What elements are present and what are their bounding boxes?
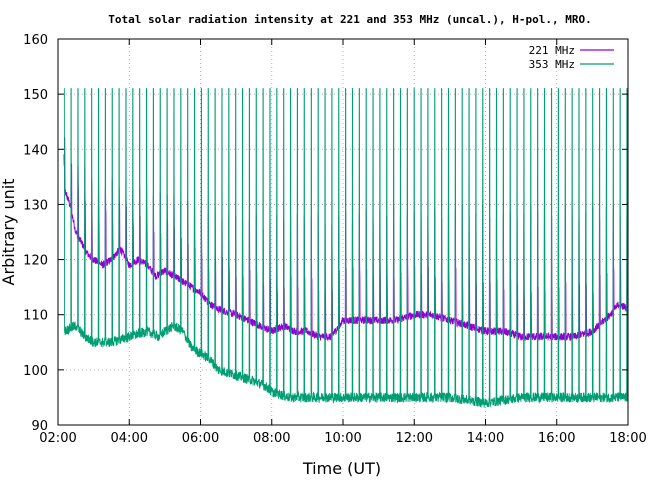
y-tick-label: 130 xyxy=(23,198,48,213)
x-tick-label: 04:00 xyxy=(111,431,148,446)
y-tick-label: 90 xyxy=(31,419,48,434)
y-axis-label: Arbitrary unit xyxy=(0,179,18,286)
y-tick-label: 160 xyxy=(23,33,48,48)
y-tick-label: 140 xyxy=(23,143,48,158)
x-tick-label: 16:00 xyxy=(538,431,575,446)
legend-label-353: 353 MHz xyxy=(529,58,575,71)
x-tick-label: 18:00 xyxy=(609,431,646,446)
chart-title: Total solar radiation intensity at 221 a… xyxy=(108,13,591,26)
series-line-353-mhz xyxy=(63,88,629,408)
y-tick-label: 110 xyxy=(23,309,48,324)
x-tick-label: 02:00 xyxy=(39,431,76,446)
x-tick-label: 08:00 xyxy=(253,431,290,446)
y-tick-label: 120 xyxy=(23,254,48,269)
x-tick-label: 10:00 xyxy=(324,431,361,446)
legend-label-221: 221 MHz xyxy=(529,44,575,57)
axis-ticks: 02:00 04:00 06:00 08:00 10:00 12:00 14:00 16:00… xyxy=(23,33,647,446)
plot-area xyxy=(63,88,629,408)
x-tick-label: 06:00 xyxy=(182,431,219,446)
x-tick-label: 14:00 xyxy=(467,431,504,446)
x-tick-label: 12:00 xyxy=(396,431,433,446)
legend: 221 MHz 353 MHz xyxy=(529,44,614,71)
y-tick-label: 100 xyxy=(23,364,48,379)
y-tick-label: 150 xyxy=(23,88,48,103)
x-axis-label: Time (UT) xyxy=(302,459,381,478)
